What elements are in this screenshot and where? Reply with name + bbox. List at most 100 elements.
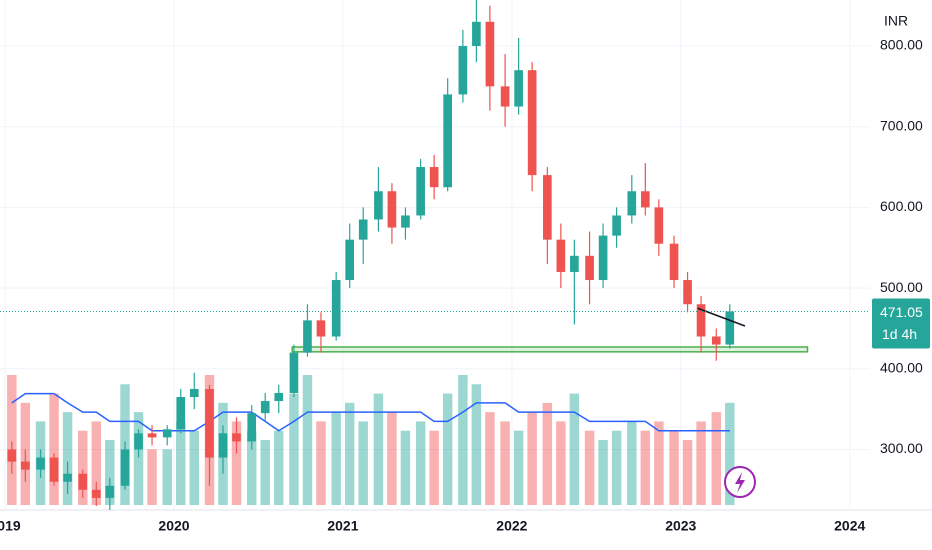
candle-body — [374, 191, 383, 220]
candle-body — [458, 45, 468, 95]
volume-bar — [302, 375, 313, 505]
candle-body — [63, 473, 72, 482]
candle-body — [331, 280, 341, 337]
volume-bar — [442, 393, 453, 505]
y-tick-label: 300.00 — [880, 440, 923, 456]
volume-bar — [344, 402, 355, 505]
volume-bar — [711, 412, 722, 505]
candle-body — [696, 304, 706, 337]
volume-bar — [696, 421, 706, 505]
volume-bar — [654, 421, 664, 505]
volume-bar — [415, 421, 426, 505]
candle-body — [345, 239, 355, 281]
candle-body — [358, 219, 368, 240]
volume-bar — [231, 421, 242, 505]
volume-ma-line — [11, 392, 730, 432]
currency: INR — [884, 13, 908, 29]
candle-body — [500, 86, 510, 107]
icon-bolt — [735, 472, 745, 493]
candle-body — [612, 215, 621, 236]
support-zone — [291, 346, 809, 353]
x-tick-label: 2019 — [0, 518, 21, 534]
volume-bar — [91, 421, 102, 505]
volume-bar — [569, 393, 580, 505]
volume-bar — [500, 421, 510, 505]
candle-body — [205, 388, 214, 458]
candle-body — [416, 167, 425, 216]
volume-bar — [556, 421, 566, 505]
volume-bar — [358, 421, 368, 505]
volume-bar — [429, 430, 439, 505]
y-tick-label: 500.00 — [880, 279, 923, 295]
volume-bar — [189, 430, 200, 505]
y-tick-label: 800.00 — [880, 37, 923, 53]
candle-body — [303, 320, 312, 353]
volume-bar — [471, 384, 482, 505]
volume-bar — [373, 393, 384, 505]
candle-body — [316, 320, 326, 337]
volume-bar — [316, 421, 326, 505]
candle-body — [7, 449, 17, 462]
volume-bar — [627, 421, 637, 505]
volume-bar — [584, 430, 595, 505]
candle-body — [218, 433, 228, 458]
volume-bar — [147, 449, 157, 505]
candle-body — [669, 243, 679, 281]
candle-body — [401, 215, 410, 228]
candle-body — [21, 461, 30, 470]
candle-body — [387, 191, 397, 228]
candle-body — [147, 433, 157, 438]
candle-body — [49, 457, 59, 482]
candle-body — [543, 175, 552, 240]
lightning-icon — [724, 466, 756, 498]
candle-body — [640, 191, 650, 208]
volume-bar — [49, 393, 59, 505]
volume-bar — [260, 440, 270, 505]
volume-bar — [105, 440, 115, 505]
candle-body — [105, 485, 115, 498]
candle-body — [725, 311, 735, 345]
volume-bar — [289, 393, 299, 505]
candle-body — [527, 70, 537, 176]
volume-bar — [640, 430, 651, 505]
volume-bar — [682, 440, 693, 505]
candle-body — [627, 191, 637, 216]
volume-bar — [7, 375, 17, 505]
volume-bar — [485, 412, 495, 505]
candle-body — [232, 433, 241, 442]
volume-bar — [400, 430, 411, 505]
x-tick-label: 2021 — [327, 518, 358, 534]
volume-bar — [331, 412, 341, 505]
candle-body — [120, 449, 130, 486]
volume-bar — [527, 412, 537, 505]
candle-body — [654, 207, 664, 244]
volume-bar — [387, 412, 397, 505]
volume-bar — [611, 430, 622, 505]
candle-body — [683, 280, 692, 305]
candle-body — [711, 336, 721, 345]
volume-bar — [669, 430, 679, 505]
candle-body — [472, 21, 481, 46]
volume-bar — [162, 449, 172, 505]
y-tick-label: 400.00 — [880, 359, 923, 375]
candle-body — [556, 239, 566, 272]
candle-body — [274, 392, 284, 402]
candle-body — [162, 429, 172, 438]
volume-bar — [246, 430, 257, 505]
candle-body — [514, 70, 523, 107]
volume-bar — [78, 430, 88, 505]
last-price-box — [872, 298, 930, 349]
candle-body — [91, 489, 101, 498]
volume-bar — [598, 440, 608, 505]
candle-body — [585, 255, 594, 281]
candle-body — [485, 21, 495, 87]
candle-body — [570, 255, 579, 272]
countdown-label: 1d 4h — [882, 326, 917, 342]
candle-body — [443, 94, 452, 188]
volume-bar — [542, 402, 553, 505]
volume-bar — [513, 430, 524, 505]
volume-bar — [133, 412, 144, 505]
candle-body — [176, 397, 186, 430]
volume-bar — [62, 412, 73, 505]
